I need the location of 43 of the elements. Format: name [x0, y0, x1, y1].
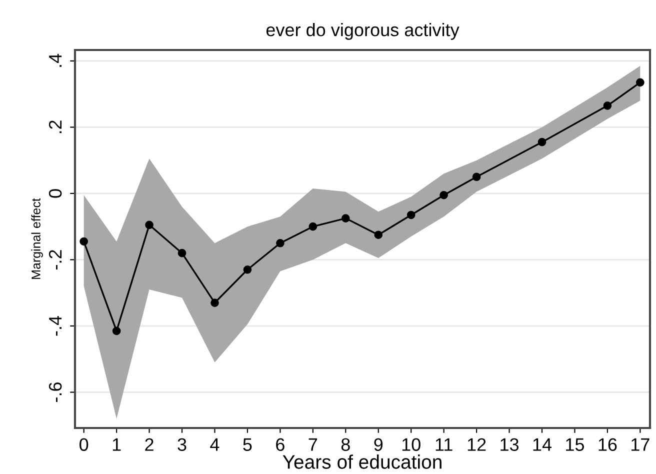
y-tick-label: -.2	[48, 250, 62, 270]
x-tick-label: 17	[632, 438, 650, 451]
point	[341, 214, 350, 222]
point	[406, 210, 416, 220]
point	[276, 238, 284, 248]
point	[210, 298, 219, 307]
y-tick-label: 0	[48, 189, 62, 198]
point	[112, 326, 121, 336]
x-tick-label: 10	[402, 438, 420, 451]
y-tick-label: .2	[48, 120, 62, 134]
x-tick-label: 0	[80, 438, 88, 451]
x-tick-label: 6	[276, 438, 284, 451]
x-tick-label: 3	[178, 438, 186, 451]
x-tick-label: 9	[374, 438, 383, 451]
y-tick-label: -.6	[48, 382, 62, 402]
point	[178, 248, 186, 258]
x-tick-label: 8	[341, 438, 350, 451]
point	[243, 265, 252, 274]
x-tick-label: 12	[468, 438, 486, 451]
y-axis-title: Marginal effect	[31, 198, 43, 279]
y-tick-label: .4	[49, 54, 62, 67]
point	[636, 78, 644, 87]
x-tick-label: 5	[243, 438, 252, 451]
x-axis-title: Years of education	[282, 454, 442, 469]
point	[145, 220, 154, 230]
point	[472, 172, 481, 182]
x-tick-label: 1	[112, 438, 121, 451]
x-tick-label: 7	[308, 438, 318, 451]
point	[538, 138, 546, 146]
point	[374, 230, 383, 240]
point	[440, 190, 448, 200]
x-tick-label: 14	[533, 438, 552, 451]
point	[308, 222, 318, 231]
x-tick-label: 11	[436, 438, 452, 451]
x-tick-label: 4	[210, 438, 220, 451]
point	[603, 101, 612, 110]
point	[80, 237, 88, 246]
y-tick-label: -.4	[49, 316, 62, 336]
x-tick-label: 15	[566, 438, 584, 451]
x-tick-label: 13	[500, 438, 519, 451]
x-tick-label: 2	[145, 438, 154, 451]
chart-title: ever do vigorous activity	[266, 23, 460, 40]
x-tick-label: 16	[598, 438, 617, 451]
